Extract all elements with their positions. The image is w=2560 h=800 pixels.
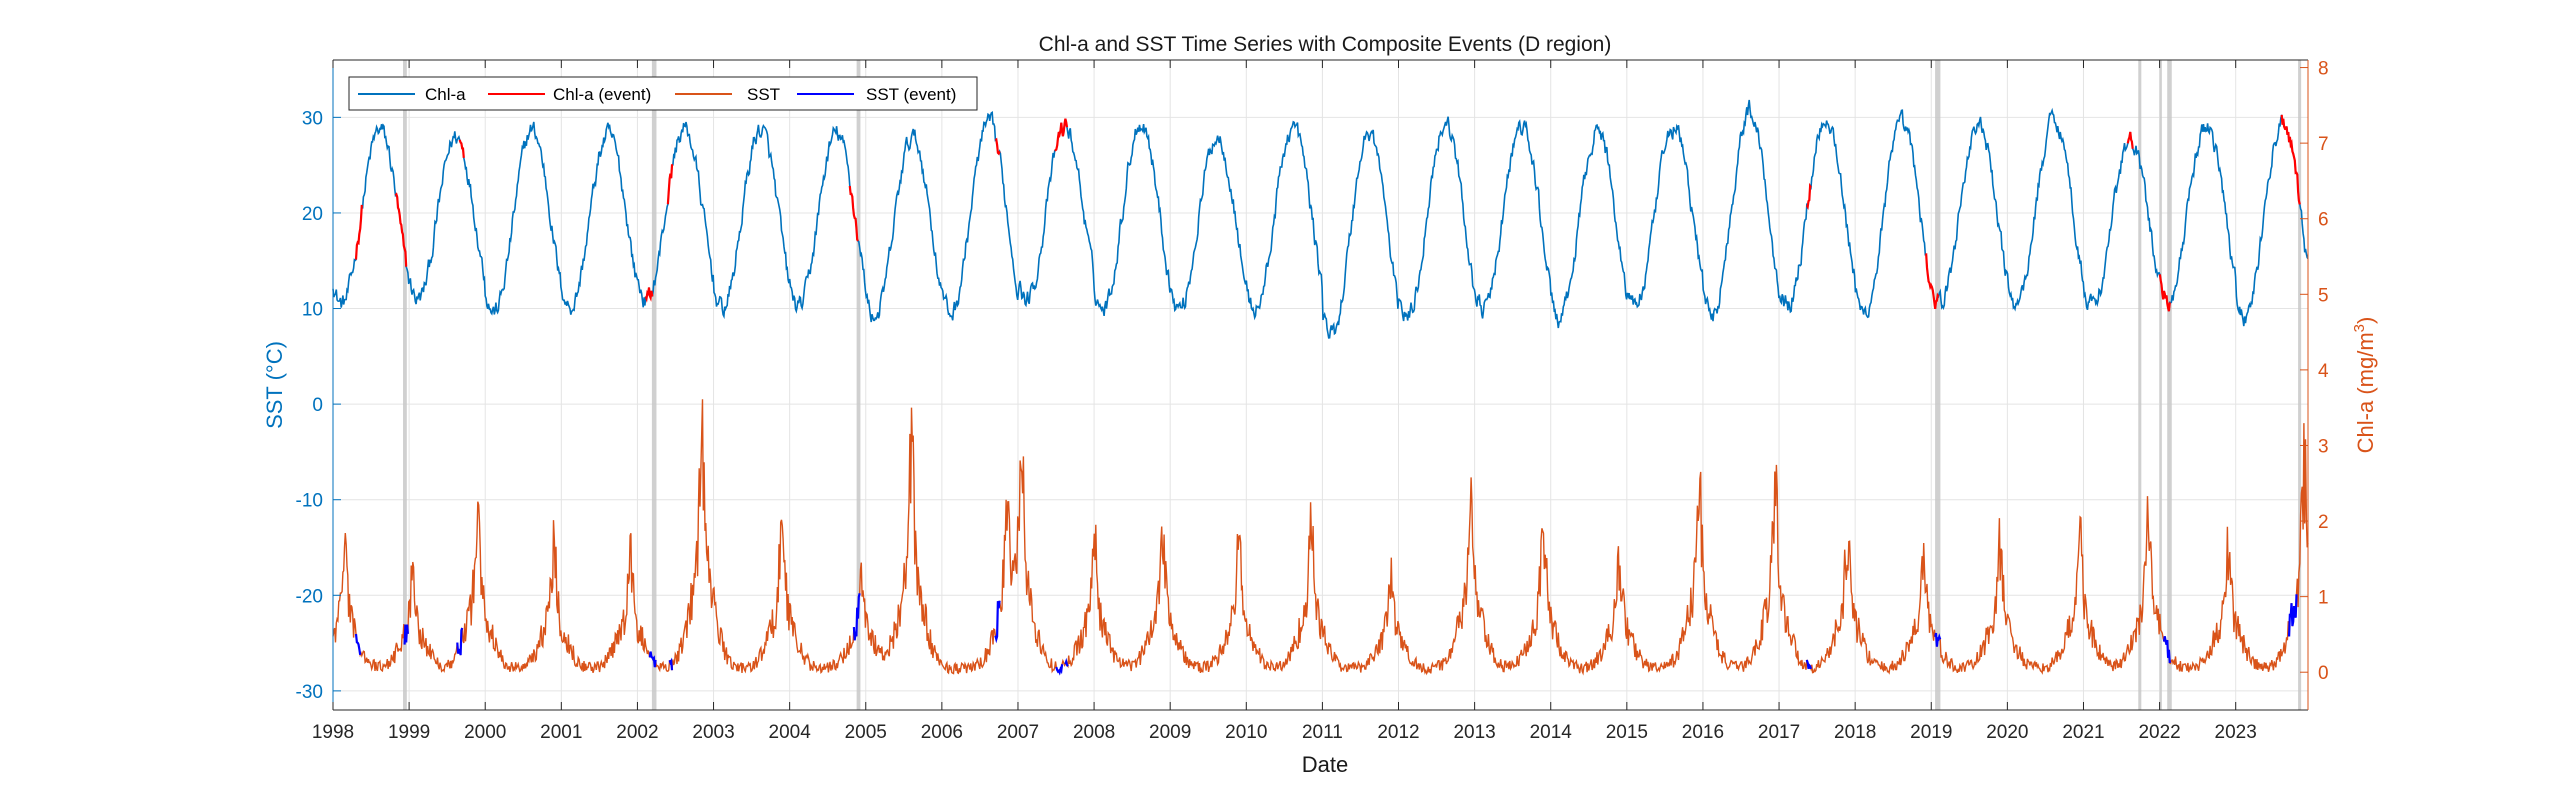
legend-box bbox=[348, 76, 978, 111]
legend: Chl-a Chl-a (event) SST SST (event) bbox=[348, 76, 978, 111]
sst-series-line bbox=[332, 99, 2309, 339]
x-tick-label-2022: 2022 bbox=[2138, 722, 2180, 743]
x-tick-label-2015: 2015 bbox=[1606, 722, 1648, 743]
x-tick-label-2020: 2020 bbox=[1986, 722, 2028, 743]
sst-event-segment-10 bbox=[1925, 253, 1940, 310]
x-tick-label-2001: 2001 bbox=[540, 722, 582, 743]
y-axis-label-right-main: Chl-a (mg/m bbox=[2353, 332, 2378, 453]
chl-event-segment-13 bbox=[2288, 594, 2298, 637]
sst-event-segment-2 bbox=[394, 192, 408, 267]
event-band-6 bbox=[2159, 60, 2162, 710]
event-band-4 bbox=[1935, 60, 1941, 710]
x-tick-label-2014: 2014 bbox=[1530, 722, 1573, 743]
x-tick-label-2016: 2016 bbox=[1682, 722, 1724, 743]
x-tick-label-2008: 2008 bbox=[1073, 722, 1115, 743]
chl-event-segment-9 bbox=[1064, 657, 1069, 667]
x-axis-label: Date bbox=[1302, 752, 1348, 777]
y-axis-label-right-close: ) bbox=[2353, 317, 2378, 324]
chl-event-segment-6 bbox=[852, 593, 861, 641]
axes: 1998 1999 2000 2001 2002 2003 2004 2005 2006 2007… bbox=[296, 59, 2329, 743]
y-left-tick-label-0: 0 bbox=[312, 395, 323, 416]
sst-event-segment-9 bbox=[1805, 182, 1812, 211]
chl-series-line bbox=[332, 399, 2309, 676]
sst-event-segment-1 bbox=[354, 204, 363, 260]
sst-event-segment-11 bbox=[2126, 131, 2134, 149]
x-tick-label-2013: 2013 bbox=[1453, 722, 1495, 743]
event-band-3 bbox=[856, 60, 861, 710]
x-tick-label-2002: 2002 bbox=[616, 722, 658, 743]
y-right-tick-label-2: 2 bbox=[2318, 512, 2329, 533]
event-band-2 bbox=[651, 60, 657, 710]
x-tick-label-2009: 2009 bbox=[1149, 722, 1191, 743]
chart-title: Chl-a and SST Time Series with Composite… bbox=[1039, 33, 1612, 56]
legend-label-sst: SST bbox=[747, 85, 780, 104]
y-axis-label-right: Chl-a (mg/m3) bbox=[2351, 317, 2378, 454]
sst-event-segment-6 bbox=[848, 185, 859, 242]
event-band-1 bbox=[403, 60, 407, 710]
y-right-tick-label-6: 6 bbox=[2318, 210, 2329, 231]
chl-event-segment-2 bbox=[403, 624, 409, 645]
event-band-5 bbox=[2138, 60, 2142, 710]
y-left-tick-label--20: -20 bbox=[296, 586, 323, 607]
y-axis-label-left: SST (°C) bbox=[262, 341, 287, 429]
x-tick-label-2021: 2021 bbox=[2062, 722, 2104, 743]
y-right-tick-label-5: 5 bbox=[2318, 285, 2329, 306]
legend-label-sst-event: SST (event) bbox=[866, 85, 956, 104]
x-tick-label-2003: 2003 bbox=[692, 722, 734, 743]
y-right-tick-label-0: 0 bbox=[2318, 663, 2329, 684]
y-axis-label-right-sup: 3 bbox=[2351, 324, 2368, 332]
event-bands bbox=[403, 60, 2302, 710]
x-tick-label-2017: 2017 bbox=[1758, 722, 1800, 743]
x-tick-label-2019: 2019 bbox=[1910, 722, 1952, 743]
x-tick-label-2011: 2011 bbox=[1302, 722, 1343, 743]
legend-label-chl: Chl-a bbox=[425, 85, 466, 104]
legend-label-chl-event: Chl-a (event) bbox=[553, 85, 651, 104]
y-left-tick-label-10: 10 bbox=[302, 300, 323, 321]
chl-event-segment-12 bbox=[2162, 636, 2171, 664]
chl-event-segment-8 bbox=[1055, 664, 1064, 676]
x-tick-label-2000: 2000 bbox=[464, 722, 506, 743]
y-left-tick-label--30: -30 bbox=[296, 682, 323, 703]
x-tick-label-1999: 1999 bbox=[388, 722, 430, 743]
sst-event-segment-12 bbox=[2158, 274, 2171, 312]
x-tick-label-2005: 2005 bbox=[845, 722, 887, 743]
x-tick-label-2018: 2018 bbox=[1834, 722, 1876, 743]
chl-event-segment-11 bbox=[1934, 632, 1942, 647]
sst-event-segment-4 bbox=[644, 287, 654, 303]
y-left-tick-label-30: 30 bbox=[302, 108, 323, 129]
sst-event-segment-5 bbox=[666, 163, 674, 205]
chl-event-segment-10 bbox=[1805, 659, 1813, 670]
y-left-tick-label--10: -10 bbox=[296, 491, 323, 512]
y-right-tick-label-1: 1 bbox=[2318, 588, 2329, 609]
x-tick-label-1998: 1998 bbox=[312, 722, 354, 743]
sst-event-segment-7 bbox=[994, 137, 1001, 156]
y-right-tick-label-7: 7 bbox=[2318, 134, 2329, 155]
y-right-tick-label-4: 4 bbox=[2318, 361, 2329, 382]
x-tick-label-2007: 2007 bbox=[997, 722, 1039, 743]
x-tick-label-2004: 2004 bbox=[769, 722, 812, 743]
x-tick-label-2010: 2010 bbox=[1225, 722, 1267, 743]
sst-event-segment-8 bbox=[1054, 118, 1069, 152]
chl-event-segment-1 bbox=[354, 633, 362, 655]
x-tick-label-2023: 2023 bbox=[2215, 722, 2257, 743]
y-left-tick-label-20: 20 bbox=[302, 204, 323, 225]
sst-event-segment-3 bbox=[458, 139, 465, 158]
x-tick-label-2006: 2006 bbox=[921, 722, 963, 743]
sst-event-segment-13 bbox=[2280, 114, 2301, 205]
chl-event-segment-7 bbox=[994, 600, 1001, 644]
event-band-7 bbox=[2167, 60, 2172, 710]
chl-event-segment-4 bbox=[648, 651, 657, 668]
chl-event-segment-5 bbox=[668, 657, 674, 671]
series-layer bbox=[332, 99, 2309, 676]
plot-area bbox=[333, 60, 2308, 710]
y-right-tick-label-8: 8 bbox=[2318, 59, 2329, 80]
x-tick-label-2012: 2012 bbox=[1377, 722, 1419, 743]
chl-event-segment-3 bbox=[456, 627, 464, 656]
y-right-tick-label-3: 3 bbox=[2318, 436, 2329, 457]
event-band-8 bbox=[2298, 60, 2302, 710]
